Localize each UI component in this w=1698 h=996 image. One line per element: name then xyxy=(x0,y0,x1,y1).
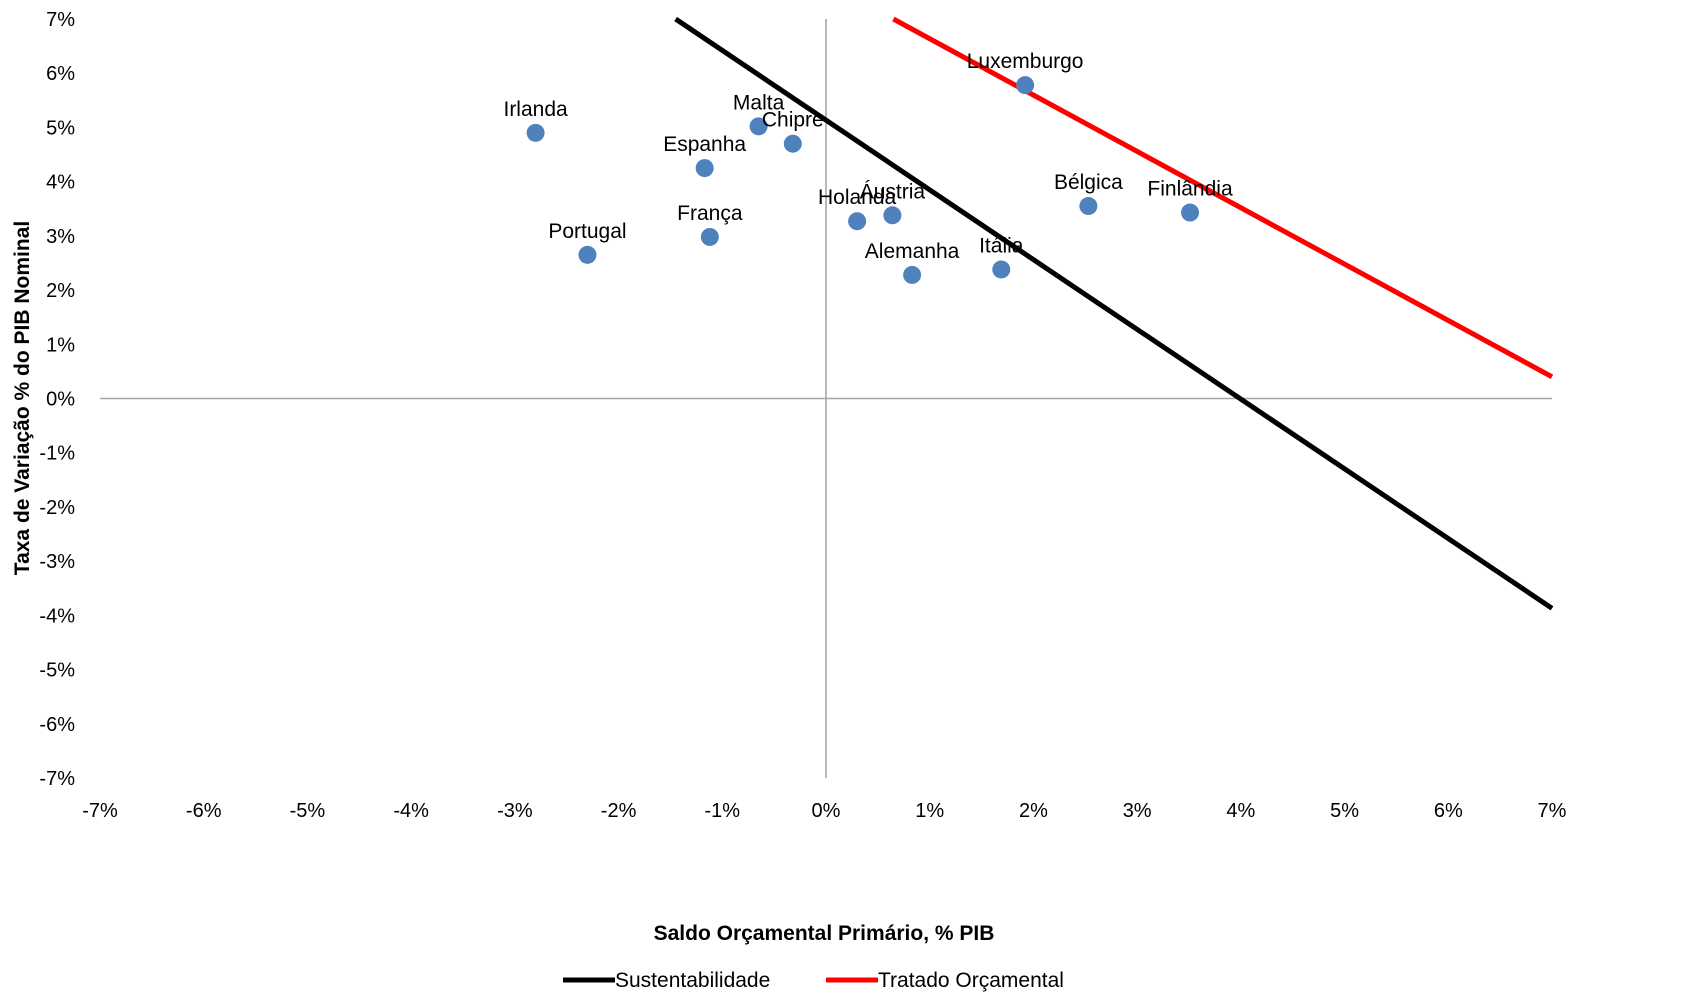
x-tick-label: -4% xyxy=(393,800,429,822)
y-tick-label: -3% xyxy=(39,551,75,573)
point-label-6: Chipre xyxy=(762,109,824,132)
point-label-5: Malta xyxy=(733,91,785,114)
reference-lines xyxy=(674,16,1554,611)
y-tick-label: -4% xyxy=(39,605,75,627)
x-tick-label: 4% xyxy=(1226,800,1255,822)
series-line-1 xyxy=(674,16,1554,611)
data-point-11 xyxy=(1016,76,1035,95)
data-points xyxy=(526,76,1200,284)
data-point-1 xyxy=(526,123,545,142)
data-point-3 xyxy=(695,159,714,178)
point-label-1: Irlanda xyxy=(503,98,568,121)
y-axis-title: Taxa de Variação % do PIB Nominal xyxy=(11,221,34,575)
x-tick-label: 7% xyxy=(1538,800,1567,822)
legend-label-2: Tratado Orçamental xyxy=(878,969,1064,992)
x-tick-label: 3% xyxy=(1123,800,1152,822)
y-tick-label: -1% xyxy=(39,443,75,465)
y-tick-label: 7% xyxy=(46,9,75,31)
legend-label-1: Sustentabilidade xyxy=(615,969,770,992)
y-tick-label: 0% xyxy=(46,389,75,411)
y-tick-label: -2% xyxy=(39,497,75,519)
y-tick-label: -5% xyxy=(39,660,75,682)
point-label-9: Alemanha xyxy=(865,240,960,263)
y-tick-label: -6% xyxy=(39,714,75,736)
point-label-10: Itália xyxy=(979,234,1024,257)
data-point-12 xyxy=(1079,197,1098,216)
series-line-2 xyxy=(892,16,1554,380)
x-tick-labels: -7% -6% -5% -4% -3% -2% -1% 0% 1% 2% 3% 4% 5% 6% 7% xyxy=(82,800,1566,822)
data-point-13 xyxy=(1181,203,1200,222)
point-label-4: França xyxy=(677,202,743,225)
x-tick-label: -6% xyxy=(186,800,222,822)
y-tick-label: 6% xyxy=(46,63,75,85)
y-tick-labels: 7% 6% 5% 4% 3% 2% 1% 0% -1% -2% -3% -4% -5% -6% -7% xyxy=(39,9,75,790)
point-label-8: Áustria xyxy=(860,180,926,203)
y-tick-label: 4% xyxy=(46,172,75,194)
point-label-12: Bélgica xyxy=(1054,171,1123,194)
x-tick-label: -1% xyxy=(704,800,740,822)
data-point-10 xyxy=(992,260,1011,279)
axes xyxy=(100,19,1552,778)
x-tick-label: 0% xyxy=(812,800,841,822)
y-tick-label: 2% xyxy=(46,280,75,302)
data-point-6 xyxy=(783,134,802,153)
x-tick-label: 2% xyxy=(1019,800,1048,822)
x-tick-label: -7% xyxy=(82,800,118,822)
x-tick-label: 6% xyxy=(1434,800,1463,822)
data-point-9 xyxy=(903,265,922,284)
legend: Sustentabilidade Tratado Orçamental xyxy=(563,969,1064,992)
data-point-7 xyxy=(848,212,867,231)
x-tick-label: -2% xyxy=(601,800,637,822)
y-tick-label: 1% xyxy=(46,334,75,356)
x-tick-label: 5% xyxy=(1330,800,1359,822)
y-tick-label: 3% xyxy=(46,226,75,248)
x-tick-label: -5% xyxy=(290,800,326,822)
point-label-2: Portugal xyxy=(548,220,626,243)
point-label-11: Luxemburgo xyxy=(967,50,1084,73)
x-axis-title: Saldo Orçamental Primário, % PIB xyxy=(654,922,995,945)
point-label-3: Espanha xyxy=(663,133,746,156)
x-tick-label: 1% xyxy=(915,800,944,822)
y-tick-label: -7% xyxy=(39,768,75,790)
point-label-7: Holanda xyxy=(818,186,897,209)
data-point-2 xyxy=(578,245,597,264)
y-tick-label: 5% xyxy=(46,117,75,139)
data-point-8 xyxy=(883,206,902,225)
x-tick-label: -3% xyxy=(497,800,533,822)
data-point-4 xyxy=(700,227,719,246)
data-point-5 xyxy=(749,117,768,136)
point-label-13: Finlândia xyxy=(1147,178,1233,201)
